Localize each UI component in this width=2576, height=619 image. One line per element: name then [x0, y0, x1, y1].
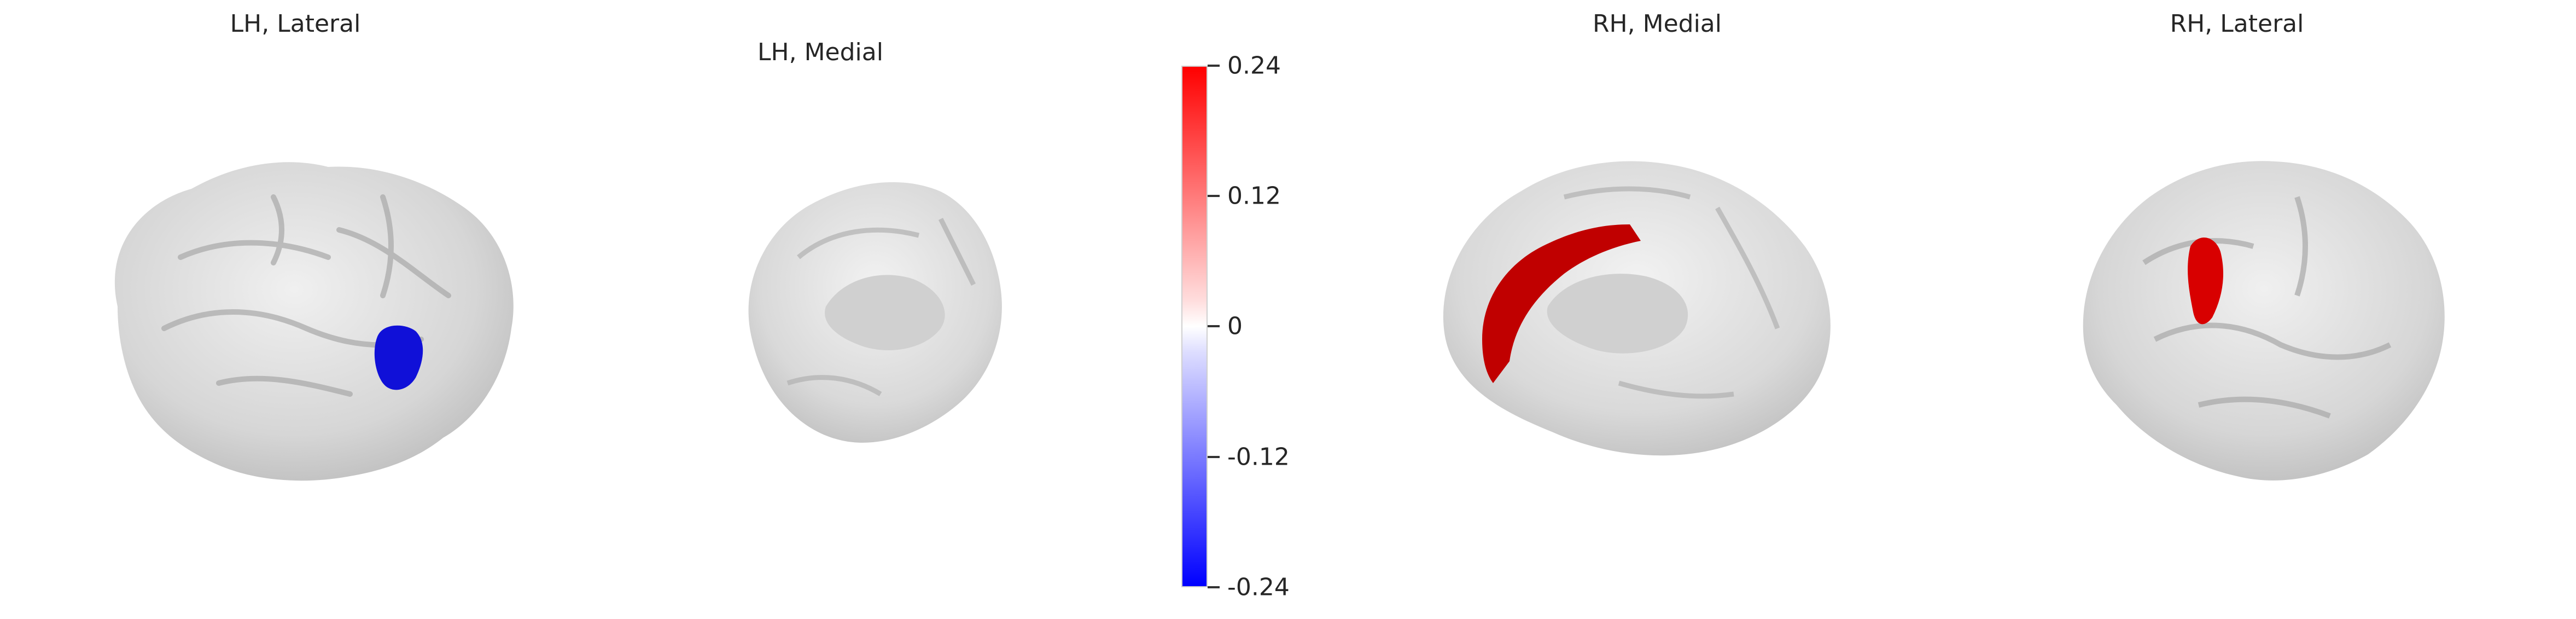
blue-region — [374, 325, 423, 390]
brain-lh-lateral — [114, 162, 514, 481]
red-region — [1482, 224, 1641, 383]
colorbar-tick — [1208, 456, 1220, 458]
brain-lh-medial — [748, 182, 1002, 443]
panel-rh-lateral: RH, Lateral — [2035, 0, 2576, 619]
panel-title: LH, Medial — [757, 38, 883, 66]
colorbar-tick-label: 0 — [1227, 312, 1243, 340]
brain-rh-lateral — [2083, 161, 2445, 481]
panel-rh-medial: RH, Medial — [1400, 0, 1980, 619]
panel-lh-lateral: LH, Lateral — [0, 0, 591, 619]
panel-title: RH, Lateral — [2170, 10, 2304, 38]
colorbar — [1181, 66, 1208, 587]
colorbar-tick — [1208, 586, 1220, 588]
panel-title: LH, Lateral — [230, 10, 361, 38]
red-region — [2188, 237, 2223, 325]
panel-lh-medial: LH, Medial — [645, 0, 1214, 619]
colorbar-tick-label: -0.12 — [1227, 443, 1290, 471]
panel-title: RH, Medial — [1592, 10, 1722, 38]
colorbar-tick-label: 0.12 — [1227, 182, 1281, 210]
colorbar-tick — [1208, 65, 1220, 67]
colorbar-tick — [1208, 195, 1220, 197]
brain-rh-medial — [1443, 161, 1831, 456]
colorbar-tick-label: 0.24 — [1227, 51, 1281, 80]
colorbar-tick — [1208, 325, 1220, 327]
colorbar-tick-label: -0.24 — [1227, 573, 1290, 601]
